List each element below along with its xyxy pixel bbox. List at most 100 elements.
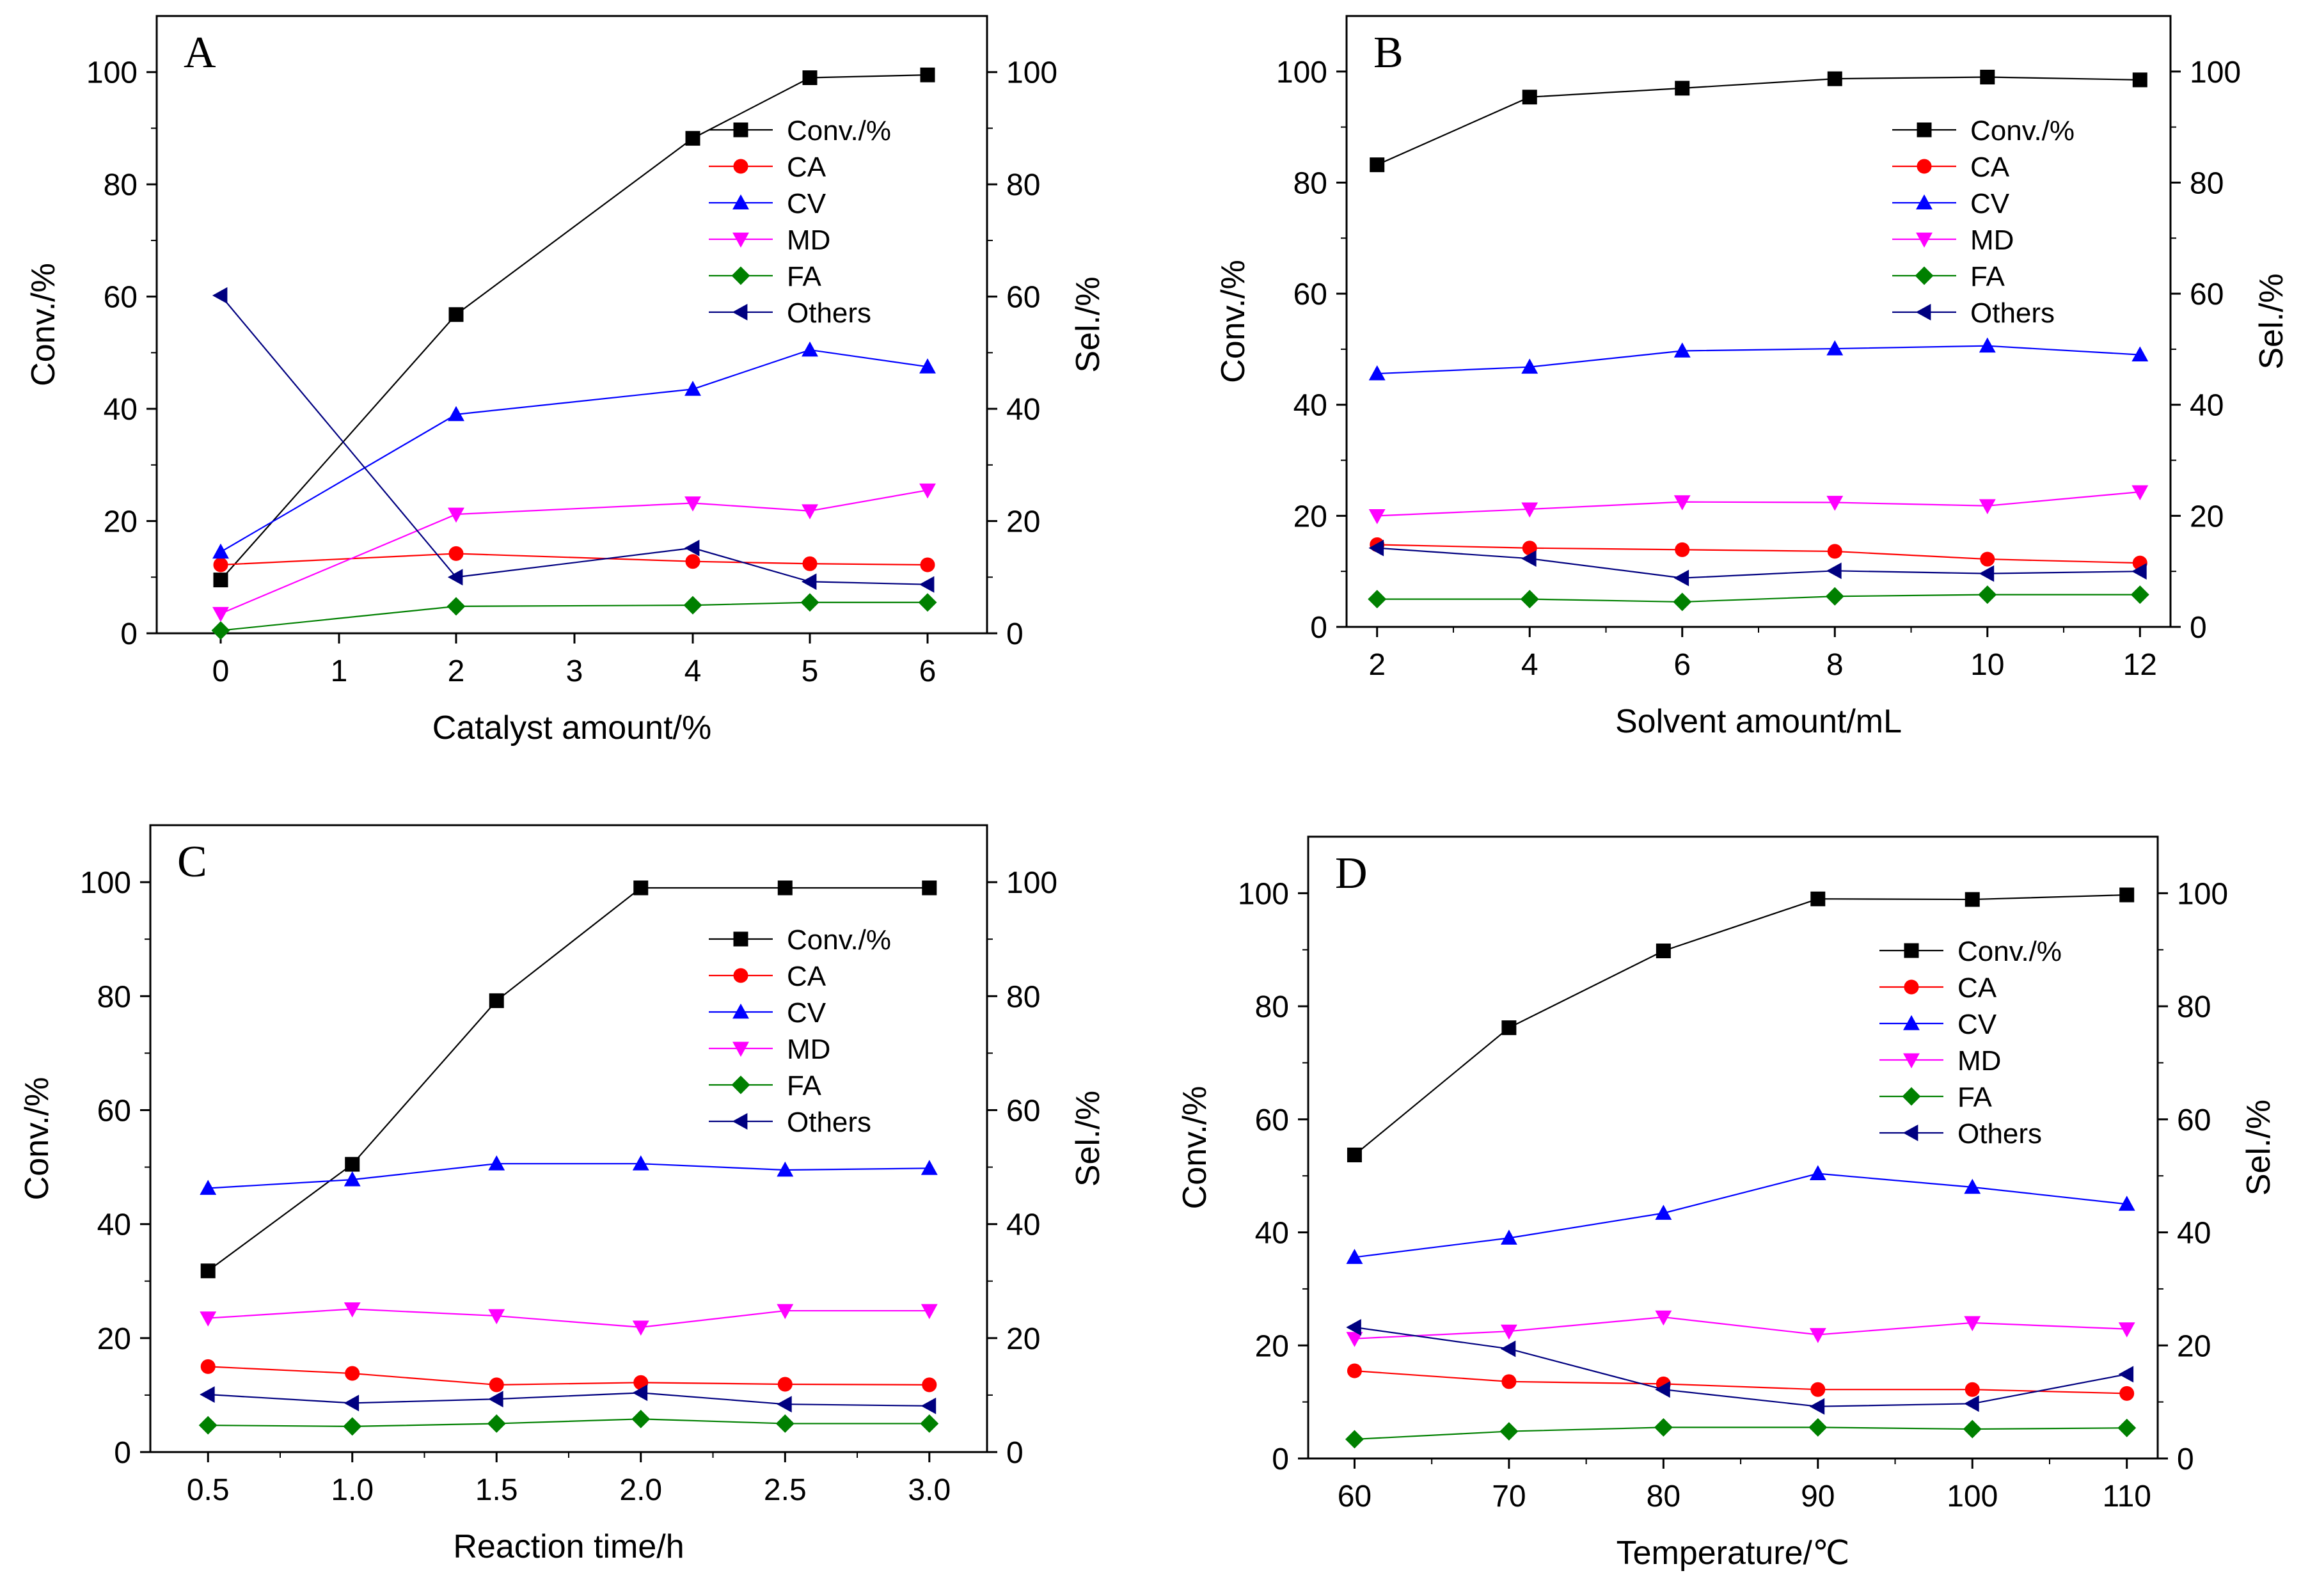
x-tick-label: 12 [2123,648,2157,682]
data-point-others [632,1384,648,1402]
data-point-fa [1673,592,1692,612]
plot-frame-a [155,15,988,635]
y2-tick-label: 0 [2177,1442,2194,1476]
y-tick-label: 100 [80,866,131,900]
legend-marker-ca [1904,979,1919,995]
legend-label-cv: CV [1970,188,2010,219]
data-point-cv [212,543,229,559]
legend-d: Conv./% CA CV MD FA Others [1879,936,2062,1150]
data-point-others [1368,539,1384,557]
data-point-cv [1500,1229,1517,1245]
data-point-conv [922,880,937,896]
data-point-conv [1370,157,1385,173]
x-axis-title: Reaction time/h [453,1528,684,1565]
y-tick-label: 60 [1255,1103,1289,1137]
data-point-ca [777,1377,793,1392]
y2-tick-label: 20 [2190,500,2224,533]
data-point-ca [922,1377,937,1393]
y-tick-label: 60 [104,281,138,315]
data-point-cv [1809,1165,1826,1181]
legend-label-md: MD [787,1034,830,1065]
data-point-cv [1655,1205,1672,1220]
y2-tick-label: 80 [2177,990,2211,1024]
series-line-ca [1354,1370,2127,1395]
data-point-conv [1810,891,1826,906]
data-point-others [1809,1398,1825,1415]
data-point-others [1979,565,1995,582]
x-tick-label: 0.5 [187,1473,230,1507]
legend-label-ca: CA [1970,152,2010,183]
data-point-md [1964,1316,1981,1332]
y2-tick-label: 80 [2190,166,2224,200]
y2-tick-label: 100 [2190,56,2241,90]
legend-label-md: MD [1970,225,2014,256]
legend-marker-md [732,1041,749,1057]
data-point-conv [489,993,504,1008]
y2-axis-title: Sel./% [2240,1100,2277,1196]
legend-label-fa: FA [1970,261,2005,292]
y2-tick-label: 100 [2177,877,2228,911]
data-point-others [200,1386,215,1403]
x-tick-label: 4 [1521,648,1538,682]
data-point-ca [448,546,464,561]
data-point-fa [2117,1418,2137,1437]
series-line-conv [207,887,929,1272]
x-tick-label: 4 [684,654,702,688]
x-tick-label: 2 [1368,648,1386,682]
data-point-ca [345,1366,360,1381]
panel-label: B [1373,28,1404,77]
data-point-md [1809,1328,1826,1343]
y-tick-label: 0 [1272,1442,1289,1476]
data-point-md [632,1320,649,1336]
legend-label-conv: Conv./% [1957,936,2062,967]
data-point-cv [488,1155,505,1171]
data-point-md [802,504,818,519]
legend-marker-cv [732,194,749,210]
data-point-conv [1347,1147,1362,1162]
data-point-fa [800,593,819,612]
data-point-cv [2118,1196,2135,1211]
data-point-md [488,1309,505,1325]
y2-axis-title: Sel./% [2253,273,2290,369]
y2-tick-label: 20 [2177,1329,2211,1363]
data-point-conv [345,1157,360,1172]
data-point-conv [2132,72,2147,88]
data-point-md [200,1311,217,1327]
data-point-others [777,1396,792,1413]
y-tick-label: 100 [86,56,138,90]
data-point-md [1673,495,1691,510]
y2-tick-label: 0 [2190,611,2207,645]
y-axis-title: Conv./% [25,263,62,386]
data-point-fa [1825,587,1844,606]
data-point-cv [1368,365,1386,381]
y-tick-label: 100 [1238,877,1289,911]
data-point-fa [631,1409,651,1428]
data-point-md [1826,496,1844,511]
data-point-others [1346,1319,1361,1336]
data-point-conv [1656,943,1671,958]
legend-label-fa: FA [787,261,821,292]
data-point-ca [1501,1374,1517,1389]
data-point-ca [1347,1363,1362,1379]
x-tick-label: 1.5 [475,1473,518,1507]
data-point-cv [802,341,818,357]
data-point-fa [1499,1422,1519,1441]
legend-marker-ca [1917,159,1932,174]
data-point-cv [919,358,936,374]
data-point-md [448,507,464,523]
legend-marker-conv [733,931,748,947]
series-line-fa [208,1418,929,1428]
data-point-fa [918,593,937,612]
data-point-conv [1501,1020,1517,1036]
data-point-md [684,496,701,512]
data-point-fa [447,597,466,616]
x-tick-label: 3.0 [908,1473,951,1507]
legend-marker-ca [733,968,748,983]
legend-label-md: MD [1957,1045,2001,1077]
data-point-conv [1980,70,1995,84]
legend-marker-ca [733,159,748,174]
y-tick-label: 20 [104,505,138,539]
data-point-cv [921,1160,938,1175]
data-point-others [447,569,463,586]
